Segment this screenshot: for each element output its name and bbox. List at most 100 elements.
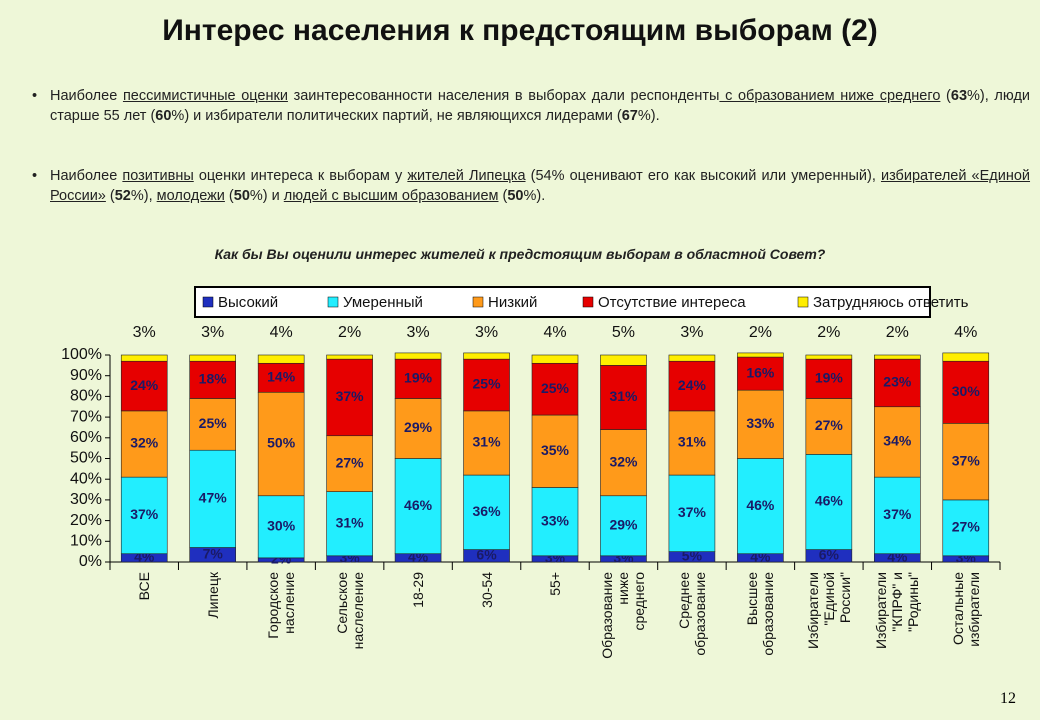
- data-label: 25%: [199, 415, 228, 431]
- data-label: 31%: [336, 514, 365, 530]
- y-tick-label: 50%: [70, 450, 102, 467]
- bar-segment: [942, 360, 990, 424]
- bar-segment: [600, 365, 647, 430]
- page-number: 12: [1000, 690, 1016, 707]
- data-label: 24%: [130, 377, 159, 393]
- data-label: 19%: [815, 370, 844, 386]
- data-label: 47%: [199, 490, 228, 506]
- bar-segment: [394, 358, 442, 399]
- data-label: 36%: [473, 503, 502, 519]
- data-label: 4%: [543, 324, 566, 341]
- text: (: [498, 188, 508, 204]
- x-tick-label: 18-29: [410, 572, 427, 608]
- bar-segment: [326, 354, 373, 360]
- data-label: 3%: [680, 324, 703, 341]
- text: %).: [637, 108, 660, 124]
- y-tick-label: 10%: [70, 533, 102, 550]
- text: избирателей «Единой России»: [50, 168, 1031, 204]
- bar-segment: [463, 410, 510, 476]
- data-label: 25%: [473, 376, 502, 392]
- data-label: 2%: [886, 324, 909, 341]
- bar-segment: [942, 423, 990, 501]
- data-label: 32%: [609, 453, 638, 469]
- data-label: 25%: [541, 380, 570, 396]
- data-label: 33%: [746, 415, 775, 431]
- data-label: 32%: [130, 435, 159, 451]
- text: жителей Липецка: [407, 168, 526, 184]
- data-label: 3%: [407, 324, 430, 341]
- x-tick-label: 55+: [547, 572, 563, 596]
- bar-segment: [531, 487, 579, 557]
- bar-segment: [600, 354, 647, 366]
- data-label: 31%: [473, 434, 502, 450]
- data-label: 29%: [609, 516, 638, 532]
- bar-segment: [120, 360, 168, 412]
- bar-segment: [737, 356, 784, 391]
- bar-segment: [189, 449, 236, 548]
- bar-segment: [668, 410, 716, 476]
- legend-label: Низкий: [488, 294, 537, 311]
- bar-segment: [531, 354, 579, 364]
- bar-segment: [326, 358, 373, 437]
- data-label: 33%: [541, 512, 570, 528]
- x-tick-label: ВСЕ: [136, 572, 153, 601]
- data-label: 4%: [954, 324, 977, 341]
- text: %).: [523, 188, 546, 204]
- bar-segment: [531, 362, 579, 416]
- data-label: 30%: [267, 518, 296, 534]
- x-tick-label: Городское насление: [265, 572, 298, 639]
- text: 50: [507, 188, 524, 204]
- text: людей с высшим образованием: [283, 188, 499, 204]
- slide-title: Интерес населения к предстоящим выборам …: [162, 14, 878, 47]
- x-tick-label: 30-54: [478, 572, 495, 608]
- data-label: 31%: [609, 388, 638, 404]
- bullet: Наиболее позитивны оценки интереса к выб…: [30, 166, 1030, 206]
- text: Наиболее: [50, 88, 123, 104]
- bar-segment: [189, 398, 236, 451]
- text: 50: [233, 188, 250, 204]
- data-label: 4%: [270, 324, 293, 341]
- legend-label: Затрудняюсь ответить: [813, 294, 969, 311]
- bar-segment: [805, 358, 853, 399]
- y-tick-label: 40%: [70, 470, 102, 487]
- text: (: [105, 188, 115, 204]
- bar-segment: [737, 352, 784, 358]
- legend-label: Отсутствие интереса: [598, 294, 746, 311]
- text: (: [940, 88, 951, 104]
- bar-segment: [805, 354, 853, 360]
- data-label: 2%: [338, 324, 361, 341]
- data-label: 29%: [404, 419, 433, 435]
- text: %) и избиратели политических партий, не …: [171, 108, 622, 124]
- chart-title: Как бы Вы оценили интерес жителей к пред…: [214, 246, 826, 262]
- data-label: 3%: [475, 324, 498, 341]
- data-label: 3%: [133, 324, 156, 341]
- bar-segment: [394, 458, 442, 555]
- text: %) и: [249, 188, 284, 204]
- bar-segment: [737, 458, 784, 555]
- data-label: 50%: [267, 435, 296, 451]
- y-tick-label: 30%: [70, 491, 102, 508]
- x-tick-label: Избиратели "КПРФ" и "Родины": [873, 572, 922, 649]
- y-tick-label: 20%: [70, 512, 102, 529]
- text: Наиболее: [50, 168, 123, 184]
- legend-swatch: [582, 296, 594, 308]
- y-tick-label: 90%: [70, 367, 102, 384]
- text: 60: [155, 108, 172, 124]
- data-label: 37%: [130, 506, 159, 522]
- x-tick-label: Избиратели "Единой России": [804, 572, 853, 649]
- text: оценки интереса к выборам у: [193, 168, 408, 184]
- bar-segment: [463, 352, 510, 360]
- text: 52: [114, 188, 131, 204]
- bar-segment: [942, 499, 990, 557]
- data-label: 27%: [336, 454, 365, 470]
- data-label: 37%: [678, 504, 707, 520]
- x-tick-label: Высшее образование: [744, 572, 777, 656]
- x-tick-label: Остальные избиратели: [949, 572, 982, 647]
- bar-segment: [326, 491, 373, 557]
- y-tick-label: 80%: [70, 388, 102, 405]
- x-tick-label: Образование ниже среднего: [599, 572, 648, 659]
- y-tick-label: 60%: [70, 429, 102, 446]
- text: (54% оценивают его как высокий или умере…: [525, 168, 881, 184]
- y-tick-label: 70%: [70, 408, 102, 425]
